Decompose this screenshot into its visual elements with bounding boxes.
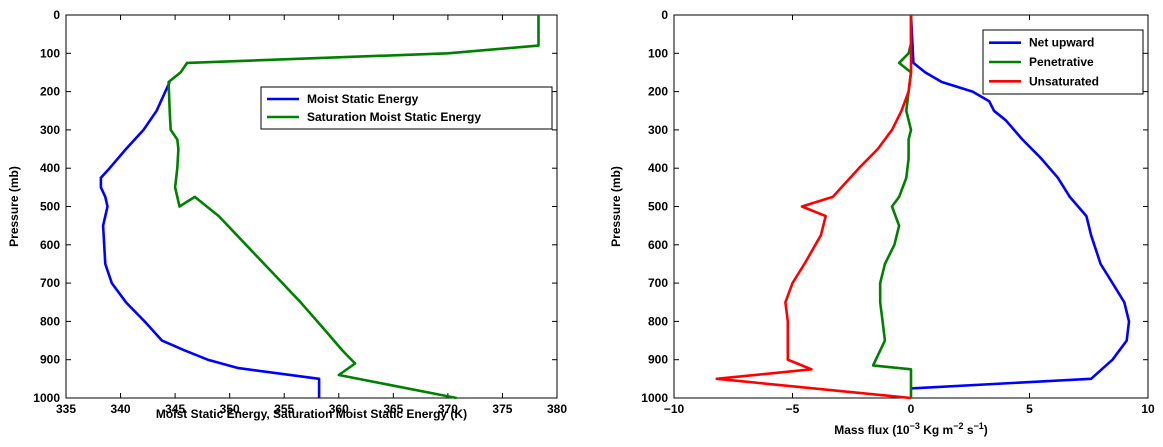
x-tick-label: 360	[329, 402, 349, 416]
y-tick-label: 0	[661, 8, 668, 22]
y-tick-label: 900	[648, 353, 668, 367]
y-tick-label: 700	[648, 276, 668, 290]
y-tick-label: 100	[648, 46, 668, 60]
x-tick-label: 340	[111, 402, 131, 416]
y-tick-label: 600	[40, 238, 60, 252]
legend-box	[260, 86, 553, 130]
right-chart: −10 −5 0 5 100100200300400500600700800900100…	[609, 8, 1155, 437]
left-chart: 335 340 345 350 355 360 365 370 375 380 0 100 200 300…	[7, 8, 567, 421]
x-tick-label: 380	[547, 402, 567, 416]
x-tick-label: 345	[165, 402, 185, 416]
legend: Net upward Penetrative Unsaturated	[982, 29, 1144, 95]
legend-label: Penetrative	[1029, 55, 1094, 69]
y-tick-label: 300	[40, 123, 60, 137]
series-line	[715, 15, 913, 400]
plot-area	[65, 14, 558, 399]
x-tick-label: 5	[1026, 402, 1033, 416]
x-tick-label: 335	[56, 402, 76, 416]
y-tick-label: 100	[40, 46, 60, 60]
y-tick-label: 500	[648, 200, 668, 214]
x-axis-label: Mass flux (10−3 Kg m−2 s−1)	[834, 421, 988, 437]
x-tick-label: 350	[220, 402, 240, 416]
y-tick-label: 800	[40, 314, 60, 328]
y-tick-label: 1000	[33, 391, 60, 405]
x-tick-label: 0	[908, 402, 915, 416]
y-tick-label: 1000	[641, 391, 668, 405]
x-tick-label: 355	[274, 402, 294, 416]
y-tick-label: 200	[40, 85, 60, 99]
x-tick-label: 375	[492, 402, 512, 416]
y-tick-label: 700	[40, 276, 60, 290]
x-tick-label: 365	[383, 402, 403, 416]
legend-label: Moist Static Energy	[307, 92, 419, 106]
legend-label: Saturation Moist Static Energy	[307, 110, 481, 124]
y-tick-label: 600	[648, 238, 668, 252]
series-line	[871, 15, 913, 398]
y-tick-label: 300	[648, 123, 668, 137]
x-axis-label: Moist Static Energy, Saturation Moist St…	[156, 407, 467, 421]
series-line	[167, 15, 540, 400]
y-tick-label: 900	[40, 353, 60, 367]
y-tick-label: 500	[40, 200, 60, 214]
x-tick-label: 10	[1141, 402, 1155, 416]
y-axis-label: Pressure (mb)	[609, 166, 623, 247]
y-tick-label: 800	[648, 314, 668, 328]
y-tick-label: 400	[648, 161, 668, 175]
legend-label: Net upward	[1029, 36, 1094, 50]
x-tick-label: −10	[664, 402, 685, 416]
y-tick-label: 200	[648, 85, 668, 99]
x-tick-label: −5	[786, 402, 800, 416]
y-tick-label: 400	[40, 161, 60, 175]
series-line	[99, 81, 321, 398]
x-tick-label: 370	[438, 402, 458, 416]
legend: Moist Static Energy Saturation Moist Stat…	[260, 86, 553, 130]
y-axis-label: Pressure (mb)	[7, 166, 21, 247]
legend-label: Unsaturated	[1029, 74, 1099, 88]
y-tick-label: 0	[53, 8, 60, 22]
series-line	[909, 14, 1131, 390]
